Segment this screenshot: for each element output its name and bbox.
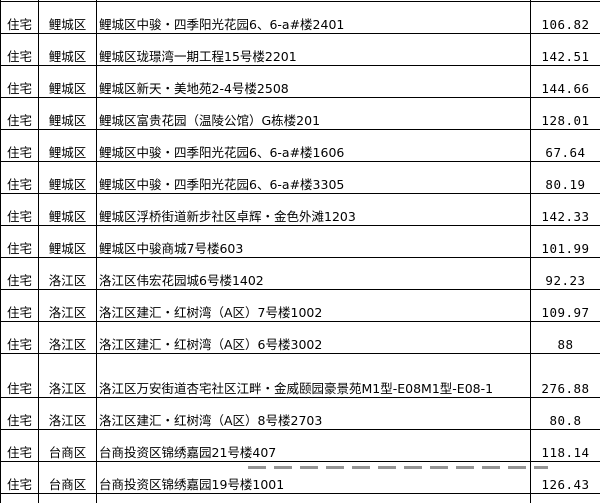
cell-area[interactable]: 109.97: [530, 289, 600, 322]
cell-area[interactable]: 80.8: [530, 397, 600, 430]
cell-property-type[interactable]: 住宅: [0, 353, 39, 398]
table-row[interactable]: 住宅 台商区 台商投资区锦绣嘉园21号楼407 118.14: [0, 429, 600, 462]
cell-district[interactable]: 台商区: [38, 493, 97, 503]
cell-address[interactable]: 洛江区建汇・红树湾（A区）6号楼3002: [96, 321, 531, 354]
cell-property-type[interactable]: 住宅: [0, 461, 39, 494]
cell-district[interactable]: 鲤城区: [38, 161, 97, 194]
cell-district[interactable]: 鲤城区: [38, 193, 97, 226]
table-row[interactable]: 住宅 鲤城区 鲤城区富贵花园（温陵公馆）G栋楼201 128.01: [0, 97, 600, 130]
table-row[interactable]: 住宅 鲤城区 鲤城区中骏商城7号楼603 101.99: [0, 225, 600, 258]
cell-property-type[interactable]: 住宅: [0, 321, 39, 354]
table-row[interactable]: 住宅 鲤城区 鲤城区中骏・四季阳光花园6、6-a#楼2401 106.82: [0, 1, 600, 34]
table-row[interactable]: 住宅 台商区 台商投资区锦绣嘉园19号楼1001 126.43: [0, 461, 600, 494]
cell-area[interactable]: 88: [530, 321, 600, 354]
cell-area[interactable]: 126.43: [530, 461, 600, 494]
cell-address[interactable]: 台商投资区锦绣嘉园21号楼407: [96, 429, 531, 462]
cell-address[interactable]: 鲤城区中骏・四季阳光花园6、6-a#楼2401: [96, 1, 531, 34]
table-row[interactable]: 住宅 鲤城区 鲤城区中骏・四季阳光花园6、6-a#楼1606 67.64: [0, 129, 600, 162]
cell-area[interactable]: 106.82: [530, 1, 600, 34]
cell-address[interactable]: 鲤城区珑璟湾一期工程15号楼2201: [96, 33, 531, 66]
cell-property-type[interactable]: 住宅: [0, 65, 39, 98]
cell-district[interactable]: 洛江区: [38, 397, 97, 430]
cell-district[interactable]: 洛江区: [38, 257, 97, 290]
cell-property-type[interactable]: 住宅: [0, 193, 39, 226]
table-row[interactable]: 住宅 鲤城区 鲤城区新天・美地苑2-4号楼2508 144.66: [0, 65, 600, 98]
table-row[interactable]: 住宅 鲤城区 鲤城区中骏・四季阳光花园6、6-a#楼3305 80.19: [0, 161, 600, 194]
cell-area[interactable]: 142.33: [530, 193, 600, 226]
cell-area[interactable]: 276.88: [530, 353, 600, 398]
cell-address[interactable]: 洛江区伟宏花园城6号楼1402: [96, 257, 531, 290]
cell-area[interactable]: 142.51: [530, 33, 600, 66]
cell-district[interactable]: 台商区: [38, 461, 97, 494]
cell-address[interactable]: 洛江区建汇・红树湾（A区）7号楼1002: [96, 289, 531, 322]
cell-area[interactable]: 30.4: [530, 493, 600, 503]
cell-area[interactable]: 128.01: [530, 97, 600, 130]
cell-property-type[interactable]: 住宅: [0, 1, 39, 34]
cell-area[interactable]: 101.99: [530, 225, 600, 258]
table-row[interactable]: 住宅 洛江区 洛江区建汇・红树湾（A区）8号楼2703 80.8: [0, 397, 600, 430]
cell-address[interactable]: 台商投资区张坂镇通港公路边东兴豪园小区7#楼1807: [96, 493, 531, 503]
cell-address[interactable]: 鲤城区中骏商城7号楼603: [96, 225, 531, 258]
cell-address[interactable]: 鲤城区新天・美地苑2-4号楼2508: [96, 65, 531, 98]
cell-area[interactable]: 92.23: [530, 257, 600, 290]
cell-address[interactable]: 台商投资区锦绣嘉园19号楼1001: [96, 461, 531, 494]
table-row[interactable]: 住宅 洛江区 洛江区建汇・红树湾（A区）7号楼1002 109.97: [0, 289, 600, 322]
cell-property-type[interactable]: 住宅: [0, 397, 39, 430]
cell-property-type[interactable]: 住宅: [0, 257, 39, 290]
cell-district[interactable]: 洛江区: [38, 321, 97, 354]
cell-district[interactable]: 台商区: [38, 429, 97, 462]
table-row[interactable]: 住宅 洛江区 洛江区伟宏花园城6号楼1402 92.23: [0, 257, 600, 290]
cell-address[interactable]: 鲤城区富贵花园（温陵公馆）G栋楼201: [96, 97, 531, 130]
cell-district[interactable]: 鲤城区: [38, 97, 97, 130]
cell-property-type[interactable]: 住宅: [0, 129, 39, 162]
table-row[interactable]: 住宅 鲤城区 鲤城区珑璟湾一期工程15号楼2201 142.51: [0, 33, 600, 66]
table-row[interactable]: 住宅 洛江区 洛江区建汇・红树湾（A区）6号楼3002 88: [0, 321, 600, 354]
cell-area[interactable]: 118.14: [530, 429, 600, 462]
cell-property-type[interactable]: 住宅: [0, 97, 39, 130]
cell-property-type[interactable]: 住宅: [0, 225, 39, 258]
cell-property-type[interactable]: 住宅: [0, 289, 39, 322]
cell-district[interactable]: 鲤城区: [38, 33, 97, 66]
cell-property-type[interactable]: 住宅: [0, 429, 39, 462]
cell-address[interactable]: 鲤城区中骏・四季阳光花园6、6-a#楼1606: [96, 129, 531, 162]
cell-district[interactable]: 鲤城区: [38, 129, 97, 162]
table-row[interactable]: 住宅台商区台商投资区张坂镇通港公路边东兴豪园小区7#楼180730.4: [0, 493, 600, 503]
table-row[interactable]: 住宅 洛江区 洛江区万安街道杏宅社区江畔・金威颐园豪景苑M1型-E08M1型-E08…: [0, 353, 600, 398]
cell-area[interactable]: 144.66: [530, 65, 600, 98]
cell-address[interactable]: 洛江区万安街道杏宅社区江畔・金威颐园豪景苑M1型-E08M1型-E08-1: [96, 353, 531, 398]
cell-property-type[interactable]: 住宅: [0, 33, 39, 66]
cell-district[interactable]: 鲤城区: [38, 225, 97, 258]
cell-district[interactable]: 鲤城区: [38, 1, 97, 34]
cell-address[interactable]: 鲤城区中骏・四季阳光花园6、6-a#楼3305: [96, 161, 531, 194]
cell-district[interactable]: 洛江区: [38, 353, 97, 398]
cell-property-type[interactable]: 住宅: [0, 493, 39, 503]
table-row[interactable]: 住宅 鲤城区 鲤城区浮桥街道新步社区卓辉・金色外滩1203 142.33: [0, 193, 600, 226]
cell-property-type[interactable]: 住宅: [0, 161, 39, 194]
cell-area[interactable]: 67.64: [530, 129, 600, 162]
cell-address[interactable]: 鲤城区浮桥街道新步社区卓辉・金色外滩1203: [96, 193, 531, 226]
cell-area[interactable]: 80.19: [530, 161, 600, 194]
cell-address[interactable]: 洛江区建汇・红树湾（A区）8号楼2703: [96, 397, 531, 430]
cell-district[interactable]: 洛江区: [38, 289, 97, 322]
cell-district[interactable]: 鲤城区: [38, 65, 97, 98]
